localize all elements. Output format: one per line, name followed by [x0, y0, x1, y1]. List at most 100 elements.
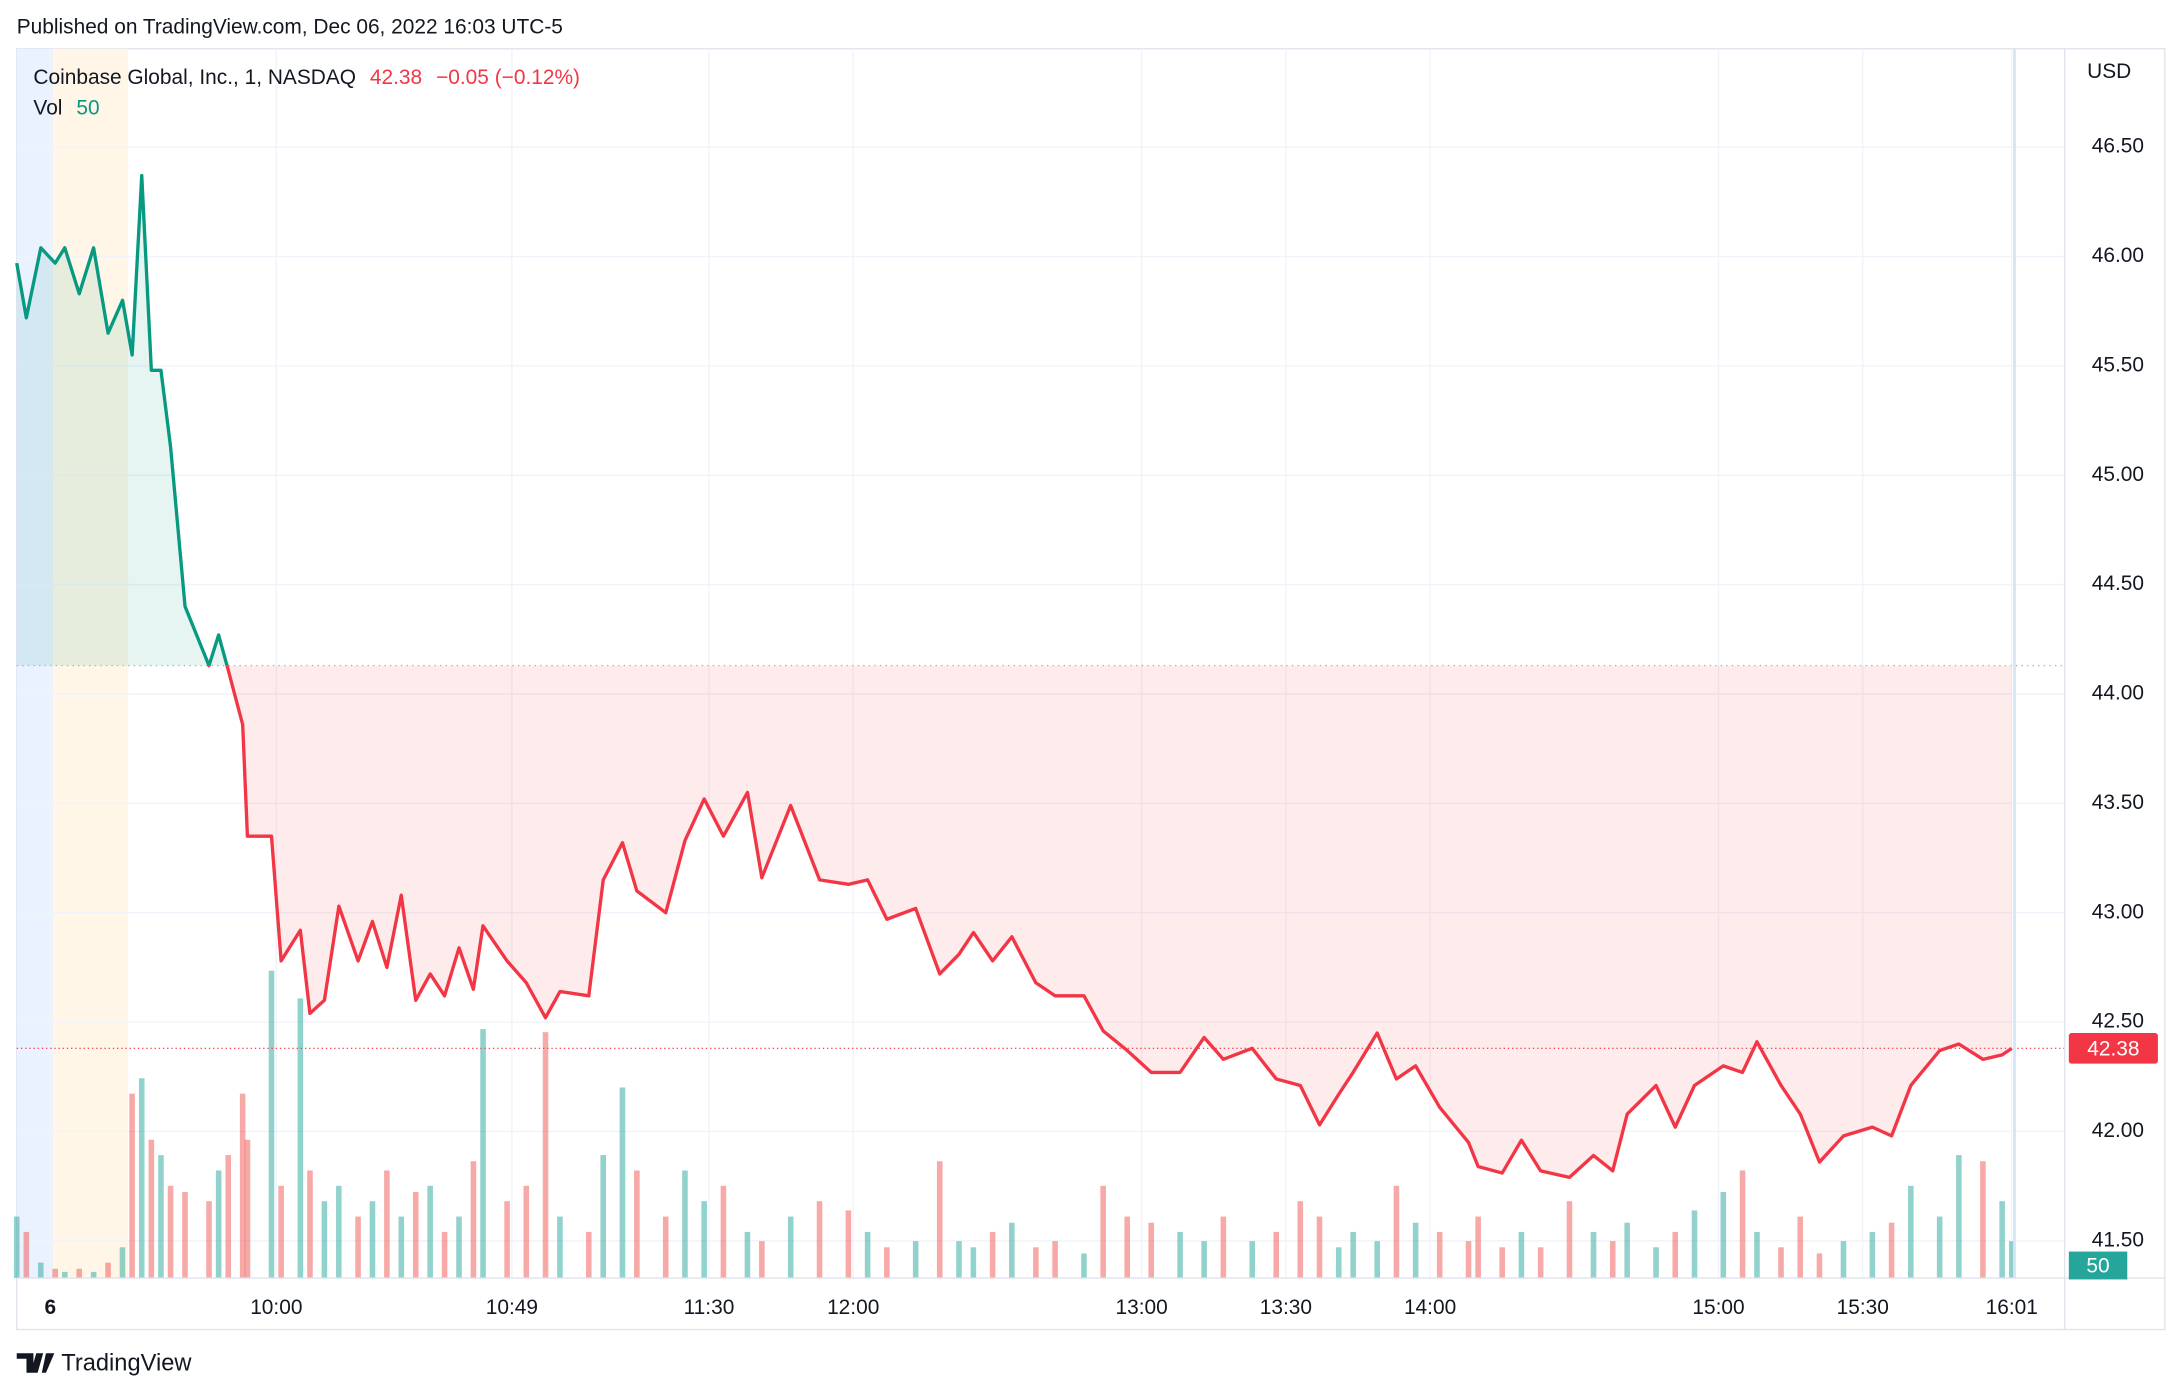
- volume-bar: [480, 1029, 486, 1279]
- volume-bar: [1220, 1216, 1227, 1279]
- volume-bar: [105, 1262, 111, 1279]
- x-tick-label: 15:30: [1837, 1296, 1889, 1319]
- volume-legend: Vol 50: [33, 96, 99, 119]
- volume-bar: [970, 1247, 977, 1279]
- volume-bar: [504, 1201, 510, 1279]
- y-tick-label: 45.00: [2092, 463, 2144, 486]
- volume-bar: [215, 1170, 222, 1279]
- volume-bar: [759, 1241, 765, 1279]
- y-tick-label: 43.00: [2092, 900, 2144, 923]
- volume-bar: [1956, 1155, 1962, 1279]
- volume-bar: [138, 1078, 145, 1279]
- volume-bar: [1297, 1201, 1304, 1279]
- volume-bar: [90, 1271, 97, 1279]
- volume-bar: [384, 1170, 390, 1279]
- volume-bar: [148, 1139, 155, 1279]
- volume-bar: [1148, 1222, 1155, 1279]
- volume-bar: [956, 1241, 962, 1279]
- volume-bar: [1624, 1222, 1630, 1279]
- x-tick-label: 12:00: [827, 1296, 879, 1319]
- volume-bar: [1816, 1253, 1823, 1279]
- volume-bar: [158, 1155, 164, 1279]
- volume-bar: [398, 1216, 405, 1279]
- volume-bar: [1273, 1231, 1280, 1279]
- volume-bar: [1980, 1161, 1986, 1279]
- volume: [13, 970, 2015, 1279]
- volume-bar: [225, 1155, 232, 1279]
- last-price-label: 42.38: [2087, 1037, 2139, 1060]
- volume-bar: [23, 1231, 30, 1279]
- x-tick-label: 11:30: [684, 1296, 735, 1319]
- volume-bar: [412, 1191, 419, 1279]
- last-price-badge: [2068, 1033, 2158, 1064]
- volume-bar: [297, 998, 304, 1279]
- volume-bar: [167, 1185, 174, 1279]
- volume-bar: [2008, 1241, 2015, 1279]
- volume-bar: [1499, 1247, 1505, 1279]
- volume-bar: [1052, 1241, 1058, 1279]
- y-tick-label: 43.50: [2092, 791, 2144, 814]
- volume-bar: [441, 1231, 448, 1279]
- volume-bar: [1249, 1241, 1255, 1279]
- volume-bar: [845, 1210, 852, 1279]
- volume-bar: [1653, 1247, 1659, 1279]
- x-tick-label: 6: [45, 1296, 57, 1319]
- volume-bar: [1100, 1185, 1106, 1279]
- publisher: Published on TradingView.com, Dec 06, 20…: [17, 15, 563, 38]
- volume-bar: [1739, 1170, 1746, 1279]
- y-tick-label: 42.00: [2092, 1119, 2144, 1142]
- volume-bar: [936, 1161, 943, 1279]
- volume-bar: [307, 1170, 313, 1279]
- volume-bar: [1797, 1216, 1804, 1279]
- volume-bar: [1518, 1231, 1525, 1279]
- volume-bar: [619, 1087, 626, 1279]
- volume-bar: [1537, 1247, 1544, 1279]
- y-tick-label: 44.50: [2092, 572, 2144, 595]
- y-tick-label: 46.00: [2092, 244, 2144, 267]
- x-tick-label: 10:00: [250, 1296, 302, 1319]
- volume-bar: [912, 1241, 919, 1279]
- volume-bar: [816, 1201, 823, 1279]
- volume-bar: [321, 1201, 328, 1279]
- volume-bar: [1754, 1231, 1760, 1279]
- volume-bar: [1081, 1253, 1087, 1279]
- volume-bar: [1201, 1241, 1207, 1279]
- volume-bar: [278, 1185, 284, 1279]
- volume-badge-label: 50: [2086, 1254, 2109, 1277]
- volume-bar: [864, 1231, 871, 1279]
- axes: 41.50 42.00 42.50 43.00 43.50 44.00 44.50 45.00…: [45, 135, 2158, 1319]
- volume-bar: [1009, 1222, 1015, 1279]
- volume-bar: [662, 1216, 669, 1279]
- y-tick-label: 42.50: [2092, 1010, 2144, 1033]
- currency: USD: [2087, 60, 2131, 83]
- volume-bar: [1908, 1185, 1914, 1279]
- volume-bar: [52, 1268, 58, 1279]
- volume-bar: [884, 1247, 890, 1279]
- volume-bar: [62, 1271, 68, 1279]
- volume-bar: [37, 1262, 44, 1279]
- volume-bar: [1177, 1231, 1183, 1279]
- price: [15, 173, 2065, 1180]
- volume-bar: [1350, 1231, 1356, 1279]
- volume-bar: [369, 1201, 376, 1279]
- volume-bar: [206, 1201, 212, 1279]
- x-tick-label: 14:00: [1404, 1296, 1456, 1319]
- brand: TradingView: [61, 1351, 192, 1377]
- volume-bar: [701, 1201, 707, 1279]
- volume-bar: [1888, 1222, 1895, 1279]
- y-tick-label: 44.00: [2092, 682, 2144, 705]
- area-below: [208, 665, 2012, 1178]
- volume-bar: [119, 1247, 126, 1279]
- volume-bar: [682, 1170, 688, 1279]
- volume-legend-value: 50: [76, 96, 99, 119]
- volume-bar: [523, 1185, 530, 1279]
- volume-bar: [244, 1139, 251, 1279]
- volume-legend-label: Vol: [33, 96, 62, 119]
- volume-bar: [989, 1231, 996, 1279]
- x-tick-label: 13:00: [1116, 1296, 1168, 1319]
- x-tick-label: 16:01: [1986, 1296, 2038, 1319]
- volume-bar: [355, 1216, 361, 1279]
- volume-bar: [1436, 1231, 1443, 1279]
- volume-bar: [1566, 1201, 1573, 1279]
